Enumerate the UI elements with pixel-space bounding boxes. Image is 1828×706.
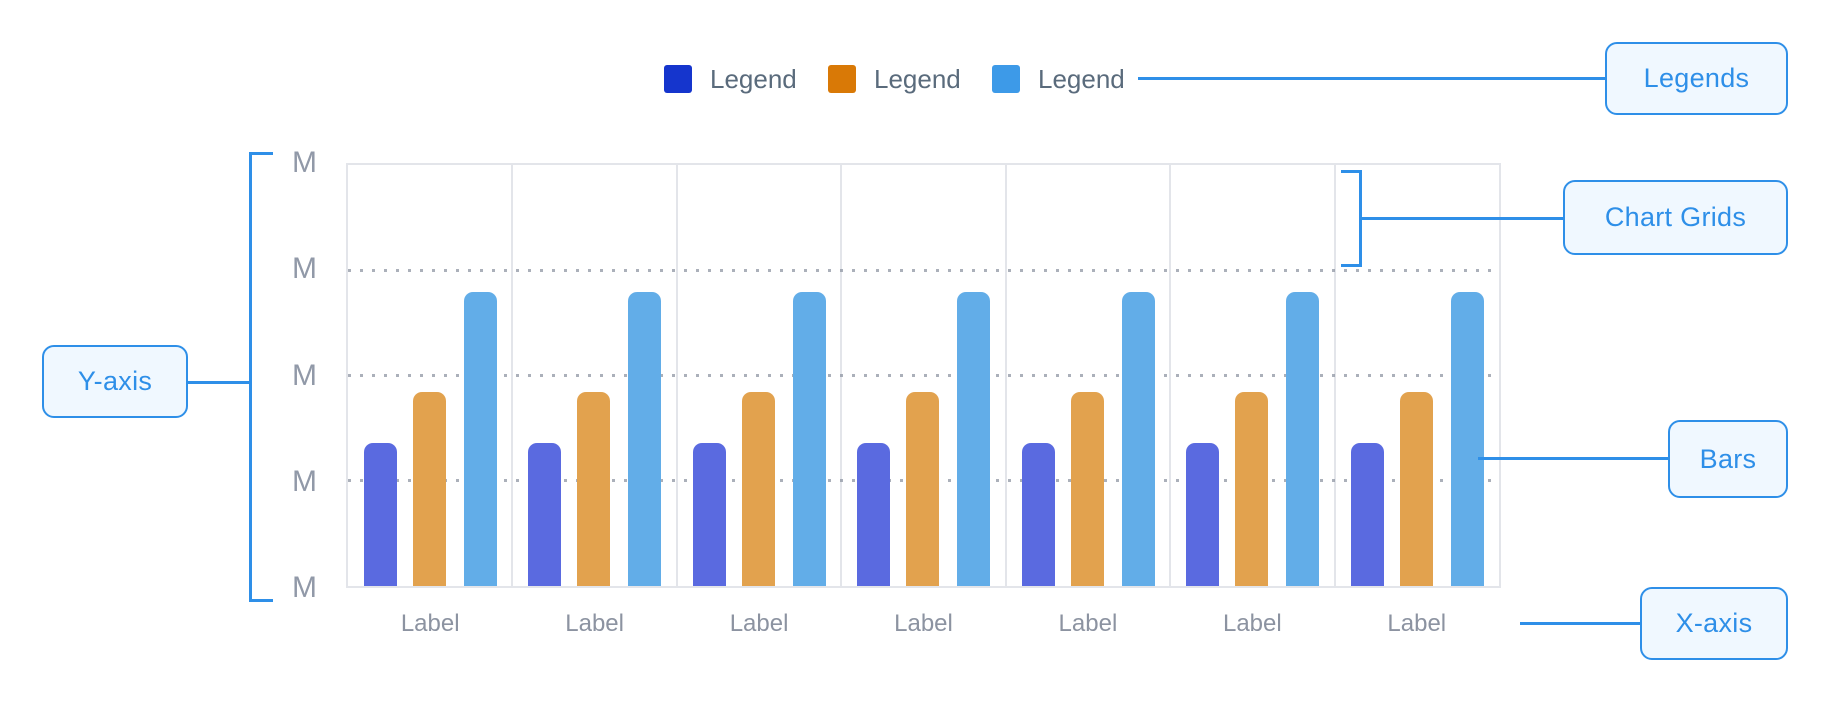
callout-y-axis: Y-axis (42, 345, 188, 418)
callout-y-axis-label: Y-axis (77, 366, 153, 396)
bar (628, 292, 662, 586)
bar (1121, 292, 1155, 586)
bar (1350, 442, 1384, 586)
bar (1235, 392, 1269, 586)
legend-item: Legend (664, 65, 797, 93)
chart-grids-bracket-top-tick (1341, 170, 1362, 173)
callout-legends-label: Legends (1643, 63, 1750, 93)
bars-connector-line (1478, 457, 1668, 460)
chart-plot-area (346, 163, 1501, 588)
y-tick-label: M (292, 252, 317, 286)
y-tick-label: M (292, 571, 317, 604)
x-tick-label: Label (894, 610, 953, 637)
chart-grids-connector-line (1359, 217, 1563, 220)
legend-color-swatch (664, 65, 692, 93)
bar (741, 392, 775, 586)
callout-chart-grids-label: Chart Grids (1604, 202, 1747, 232)
bar (1450, 292, 1484, 586)
bar (1399, 392, 1433, 586)
h-gridline (348, 268, 1499, 272)
legend-color-swatch (992, 65, 1020, 93)
bar (364, 442, 397, 586)
x-tick-label: Label (565, 610, 624, 637)
bar (1286, 292, 1320, 586)
callout-x-axis: X-axis (1640, 587, 1788, 660)
bar (906, 392, 940, 586)
legend-item: Legend (828, 65, 961, 93)
callout-bars-label: Bars (1699, 443, 1757, 474)
x-tick-label: Label (400, 610, 460, 637)
legend-label: Legend (874, 64, 961, 94)
y-tick-label: M (292, 358, 317, 392)
y-tick-label: M (292, 464, 317, 498)
x-tick-label: Label (729, 610, 789, 637)
x-tick-label: Label (1387, 610, 1447, 637)
legends-connector-line (1138, 77, 1605, 80)
bar (792, 292, 826, 586)
bar (1070, 392, 1104, 586)
bar (1186, 442, 1220, 586)
h-gridline (348, 374, 1499, 377)
bar (1021, 442, 1055, 586)
bar (692, 442, 726, 586)
bar (957, 292, 991, 586)
bar (857, 442, 891, 586)
callout-chart-grids: Chart Grids (1563, 180, 1788, 255)
y-axis-bracket (249, 152, 252, 602)
callout-x-axis-label: X-axis (1675, 608, 1753, 638)
y-tick-label: M (292, 146, 317, 179)
callout-legends: Legends (1605, 42, 1788, 115)
bar (464, 292, 497, 586)
legend-label: Legend (1038, 64, 1125, 94)
callout-bars: Bars (1668, 420, 1788, 498)
y-axis-connector-line (188, 381, 251, 384)
x-tick-label: Label (1058, 610, 1118, 637)
y-axis-bracket-bottom-tick (249, 599, 273, 602)
legend-label: Legend (710, 64, 797, 94)
bar (528, 442, 562, 586)
bar (577, 392, 611, 586)
x-axis-connector-line (1520, 622, 1640, 625)
y-axis-bracket-top-tick (249, 152, 273, 155)
legend-item: Legend (992, 65, 1125, 93)
legend-color-swatch (828, 65, 856, 93)
x-tick-label: Label (1222, 610, 1282, 637)
bar (413, 392, 446, 586)
chart-grids-bracket-bottom-tick (1341, 264, 1362, 267)
